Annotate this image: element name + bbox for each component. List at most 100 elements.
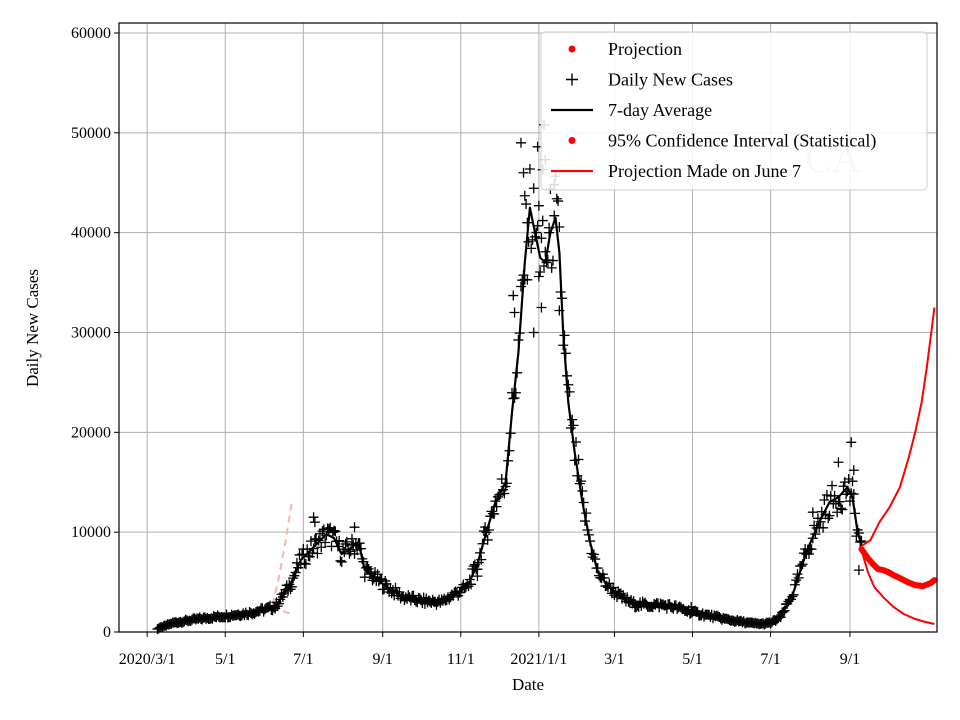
y-axis-label: Daily New Cases [23, 269, 42, 387]
legend-box [540, 31, 928, 191]
axis-ticks: 0 10000 20000 30000 40000 50000 60000 2020/3/1 5… [71, 25, 860, 668]
daily-cases-point [528, 183, 539, 194]
daily-cases-point [327, 527, 338, 538]
daily-cases-point [537, 215, 548, 226]
x-tick-label: 9/1 [372, 651, 392, 668]
x-tick-label: 7/1 [760, 651, 780, 668]
x-axis-label: Date [512, 675, 544, 694]
legend-marker-ci [568, 137, 576, 144]
daily-cases-point [827, 480, 838, 491]
june7-ci-line [271, 502, 293, 606]
legend-label-daily: Daily New Cases [608, 70, 733, 90]
x-tick-label: 5/1 [682, 651, 702, 668]
daily-cases-point [807, 507, 818, 518]
daily-cases-point [341, 536, 352, 547]
daily-cases-point [819, 494, 830, 505]
y-tick-label: 10000 [71, 524, 111, 541]
daily-cases-point [526, 243, 537, 254]
daily-cases-point [299, 558, 310, 569]
daily-cases-point [848, 465, 859, 476]
daily-cases-point [340, 538, 351, 549]
daily-cases-point [551, 193, 562, 204]
daily-cases-point [370, 566, 381, 577]
legend-label-june7: Projection Made on June 7 [608, 161, 801, 181]
y-tick-label: 0 [103, 624, 111, 641]
daily-cases-point [335, 555, 346, 566]
x-tick-label: 2021/1/1 [510, 651, 567, 668]
daily-cases-point [510, 387, 521, 398]
projection-point [931, 577, 938, 584]
daily-cases-point [823, 513, 834, 524]
daily-cases-point [518, 167, 529, 178]
daily-cases-point [564, 386, 575, 397]
daily-cases-point [509, 307, 520, 318]
daily-cases-point [540, 246, 551, 257]
daily-cases-point [521, 199, 532, 210]
daily-cases-point [294, 549, 305, 560]
daily-cases-point [536, 302, 547, 313]
legend-marker-projection [568, 45, 576, 53]
projection-ci-lower [860, 549, 935, 625]
daily-cases-point [528, 327, 539, 338]
legend-label-avg: 7-day Average [608, 100, 712, 120]
plot-frame [118, 22, 938, 633]
daily-cases-point [553, 196, 564, 207]
grid [119, 23, 937, 633]
daily-cases-point [835, 503, 846, 514]
daily-cases-point [567, 414, 578, 425]
daily-cases-point [846, 437, 857, 448]
daily-cases-point [524, 164, 535, 175]
daily-cases-point [320, 537, 331, 548]
x-tick-label: 3/1 [604, 651, 624, 668]
legend-marker-daily [566, 73, 578, 86]
daily-cases-point [833, 457, 844, 468]
daily-cases-point [472, 571, 483, 582]
x-tick-label: 9/1 [840, 651, 860, 668]
daily-cases-point [349, 522, 360, 533]
daily-cases-point [300, 559, 311, 570]
x-tick-label: 7/1 [293, 651, 313, 668]
y-tick-label: 50000 [71, 125, 111, 142]
daily-cases-point [568, 420, 579, 431]
x-tick-label: 2020/3/1 [119, 651, 176, 668]
daily-cases-point [576, 476, 587, 487]
daily-cases-point [533, 271, 544, 282]
y-tick-label: 30000 [71, 324, 111, 341]
daily-cases-point [329, 525, 340, 536]
seven-day-average-line [157, 206, 863, 631]
y-tick-label: 40000 [71, 225, 111, 242]
daily-cases-point [853, 565, 864, 576]
y-tick-label: 60000 [71, 25, 111, 42]
projection-ci-upper [860, 307, 936, 547]
daily-cases-point [535, 267, 546, 278]
daily-cases-point [336, 556, 347, 567]
daily-cases-point [359, 572, 370, 583]
daily-cases-point [536, 233, 547, 244]
legend-label-ci: 95% Confidence Interval (Statistical) [608, 131, 876, 152]
daily-cases-point [547, 255, 558, 266]
daily-cases-point [322, 523, 333, 534]
daily-cases-point [847, 476, 858, 487]
daily-cases-point [330, 526, 341, 537]
daily-cases-point [546, 262, 557, 273]
daily-cases-point [533, 200, 544, 211]
y-tick-label: 20000 [71, 424, 111, 441]
daily-cases-point [519, 190, 530, 201]
daily-cases-point [309, 517, 320, 528]
daily-cases-point [515, 281, 526, 292]
daily-cases-point [312, 548, 323, 559]
x-tick-label: 11/1 [447, 651, 475, 668]
x-tick-label: 5/1 [215, 651, 235, 668]
daily-cases-point [311, 533, 322, 544]
daily-cases-point [837, 504, 848, 515]
daily-cases-point [508, 290, 519, 301]
daily-cases-point [834, 496, 845, 507]
legend-label-projection: Projection [608, 39, 682, 59]
daily-cases-point [824, 510, 835, 521]
daily-cases-point [308, 512, 319, 523]
legend: Projection Daily New Cases 7-day Average 95… [540, 31, 928, 191]
daily-cases-point [818, 522, 829, 533]
daily-cases-point [686, 602, 697, 613]
daily-cases-point [515, 137, 526, 148]
